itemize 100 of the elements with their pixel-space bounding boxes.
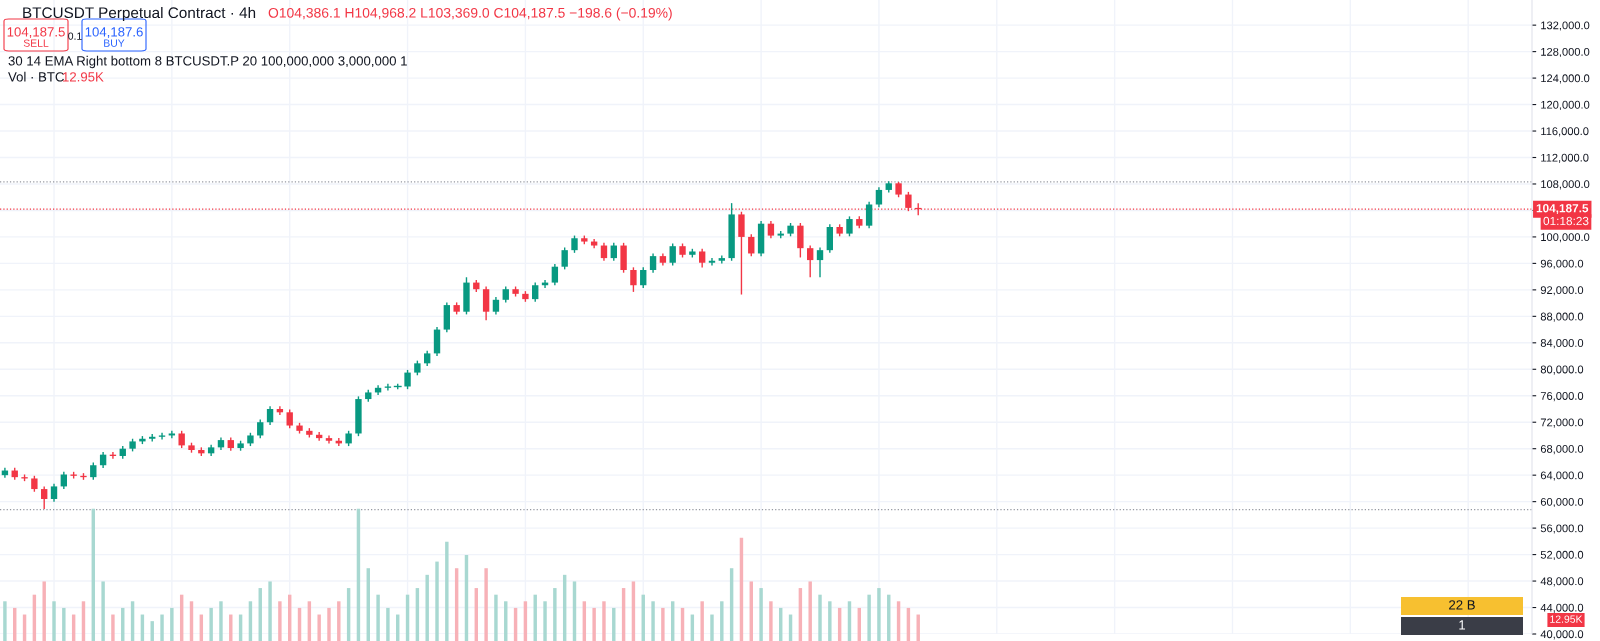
text: 01:18:23 xyxy=(1543,216,1589,226)
y-tick-label: 68,000.0 xyxy=(1540,444,1584,455)
bar xyxy=(602,601,606,641)
candlestick xyxy=(807,245,814,278)
bar xyxy=(435,561,439,641)
bar xyxy=(42,581,46,641)
bar xyxy=(651,601,655,641)
bar xyxy=(160,614,164,641)
annotation: 1 xyxy=(1459,620,1466,630)
bar xyxy=(612,607,616,641)
annotation: SELL xyxy=(23,39,49,47)
bar xyxy=(877,588,881,641)
bar xyxy=(3,601,7,641)
bar xyxy=(111,614,115,641)
bar xyxy=(769,601,773,641)
bar xyxy=(720,601,724,641)
candlestick xyxy=(551,264,559,286)
bar xyxy=(661,607,665,641)
candlestick xyxy=(816,247,824,278)
candlestick xyxy=(865,201,873,229)
candlestick xyxy=(640,267,647,288)
candlestick xyxy=(797,222,804,258)
bar xyxy=(425,574,429,641)
y-tick-label: 44,000.0 xyxy=(1540,603,1584,613)
y-tick-label: 60,000.0 xyxy=(1540,497,1584,508)
bar xyxy=(818,594,822,641)
y-tick-label: 80,000.0 xyxy=(1540,365,1584,375)
candlestick xyxy=(433,326,441,357)
bar xyxy=(484,568,488,641)
candlestick xyxy=(875,187,883,208)
bar xyxy=(317,614,321,641)
bar xyxy=(867,594,871,641)
candlestick xyxy=(748,234,755,257)
ref-line-label: 104,187.5 xyxy=(1536,204,1589,215)
candlestick xyxy=(168,430,176,439)
bar xyxy=(101,581,105,641)
candlestick xyxy=(630,267,637,292)
bar xyxy=(533,594,537,641)
annotation: 12.95K xyxy=(63,72,104,82)
bar xyxy=(52,601,56,641)
annotation: 104,187.6 xyxy=(85,27,143,39)
candlestick xyxy=(590,238,598,249)
bar xyxy=(268,581,272,641)
bar xyxy=(376,594,380,641)
y-tick-label: 48,000.0 xyxy=(1540,577,1584,587)
y-tick-label: 120,000.0 xyxy=(1541,100,1590,111)
candlestick xyxy=(718,255,725,264)
bar xyxy=(150,621,154,641)
bar xyxy=(327,607,331,641)
bar xyxy=(710,614,714,641)
text: 12.95K xyxy=(1550,615,1583,623)
y-tick-label: 112,000.0 xyxy=(1541,153,1589,163)
y-tick-label: 56,000.0 xyxy=(1540,524,1584,534)
bar xyxy=(759,588,763,641)
y-tick-label: 132,000.0 xyxy=(1541,21,1590,31)
bar xyxy=(700,601,704,641)
candlestick xyxy=(561,247,568,270)
y-tick-label: 84,000.0 xyxy=(1540,339,1584,349)
y-tick-label: 64,000.0 xyxy=(1540,471,1584,481)
bar xyxy=(209,607,213,641)
annotation: O104,386.1 H104,968.2 L103,369.0 C104,187.5 −198.6 (−0.19%) xyxy=(268,7,672,21)
annotation: 30 14 EMA Right bottom 8 BTCUSDT.P 20 100,000,000 3,000,000 1 xyxy=(8,55,407,69)
candlestick xyxy=(41,486,48,509)
y-tick-label: 52,000.0 xyxy=(1540,550,1584,561)
bar xyxy=(494,594,498,641)
bar xyxy=(170,607,174,641)
y-tick-label: 100,000.0 xyxy=(1541,233,1590,243)
bar xyxy=(229,614,233,641)
y-tick-label: 40,000.0 xyxy=(1540,630,1584,640)
candlestick xyxy=(384,383,392,391)
candlestick xyxy=(669,243,676,266)
bar xyxy=(916,614,920,641)
bar xyxy=(219,601,223,641)
candlestick xyxy=(158,432,166,440)
y-tick-label: 124,000.0 xyxy=(1541,74,1590,84)
bar xyxy=(445,541,449,641)
y-tick-label: 96,000.0 xyxy=(1540,259,1584,269)
bar xyxy=(62,607,66,641)
bar xyxy=(278,601,282,641)
candlestick xyxy=(826,224,834,253)
annotation: Vol · BTC xyxy=(8,71,64,82)
candlestick xyxy=(738,211,745,295)
bar xyxy=(337,601,341,641)
y-tick-label: 72,000.0 xyxy=(1540,418,1584,428)
y-tick-label: 128,000.0 xyxy=(1541,47,1590,58)
bar xyxy=(828,601,832,641)
bar xyxy=(553,588,557,641)
annotation: 22 B xyxy=(1449,600,1475,610)
y-tick-label: 92,000.0 xyxy=(1540,286,1584,296)
annotation: 0.1 xyxy=(68,32,82,40)
candlestick xyxy=(325,435,333,444)
candlestick xyxy=(708,258,716,266)
bar xyxy=(808,581,812,641)
y-tick-label: 88,000.0 xyxy=(1540,312,1584,322)
bar xyxy=(386,607,390,641)
y-tick-label: 108,000.0 xyxy=(1541,180,1590,190)
y-tick-label: 76,000.0 xyxy=(1540,392,1584,402)
annotation: 104,187.5 xyxy=(7,27,65,39)
y-tick-label: 116,000.0 xyxy=(1541,127,1589,137)
candlestick xyxy=(846,216,853,237)
